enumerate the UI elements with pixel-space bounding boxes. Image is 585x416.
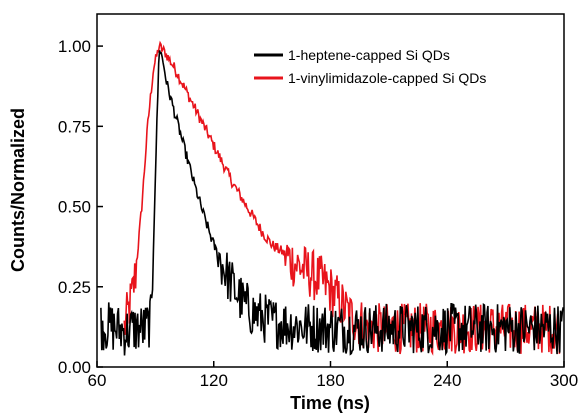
series-layer bbox=[100, 40, 564, 357]
x-tick-label: 120 bbox=[200, 371, 228, 390]
y-tick-label: 0.25 bbox=[58, 278, 91, 297]
x-tick-label: 240 bbox=[433, 371, 461, 390]
x-axis-title: Time (ns) bbox=[290, 393, 370, 413]
legend-label-heptene: 1-heptene-capped Si QDs bbox=[288, 47, 450, 63]
ticks-layer: 60 120 180 240 300 0.00 0.25 0.50 0.75 1.00 bbox=[58, 37, 578, 390]
y-tick-label: 0.50 bbox=[58, 198, 91, 217]
x-tick-label: 60 bbox=[88, 371, 107, 390]
x-tick-label: 300 bbox=[550, 371, 578, 390]
x-tick-label: 180 bbox=[316, 371, 344, 390]
legend-label-vinylimidazole: 1-vinylimidazole-capped Si QDs bbox=[288, 70, 486, 86]
y-tick-label: 0.75 bbox=[58, 117, 91, 136]
y-tick-label: 1.00 bbox=[58, 37, 91, 56]
y-tick-label: 0.00 bbox=[58, 358, 91, 377]
legend: 1-heptene-capped Si QDs 1-vinylimidazole… bbox=[254, 47, 486, 86]
y-axis-title: Counts/Normalized bbox=[8, 108, 28, 272]
series-line-heptene bbox=[100, 50, 564, 357]
